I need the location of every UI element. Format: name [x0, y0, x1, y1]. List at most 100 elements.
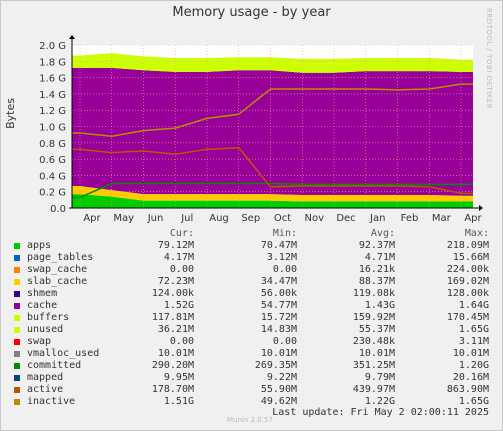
legend-avg-value: 16.21k — [358, 264, 395, 275]
y-tick-label: 0.8 G — [39, 139, 66, 150]
legend-min-value: 269.35M — [254, 360, 297, 371]
legend-series-name: apps — [27, 240, 52, 251]
legend-cur-value: 1.52G — [163, 300, 194, 311]
legend-row-cache: cache 1.52G 54.77M 1.43G 1.64G — [14, 300, 494, 312]
legend-swatch — [14, 255, 20, 261]
legend-avg-value: 4.71M — [364, 252, 395, 263]
legend-swatch — [14, 375, 20, 381]
legend-avg-value: 119.08k — [352, 288, 395, 299]
legend-avg-value: 1.22G — [364, 396, 395, 407]
x-axis-arrow — [479, 205, 483, 211]
legend-series-name: slab_cache — [27, 276, 88, 287]
legend-avg-value: 10.01M — [358, 348, 395, 359]
legend-row-unused: unused 36.21M 14.83M 55.37M 1.65G — [14, 324, 494, 336]
legend-series-name: committed — [27, 360, 82, 371]
x-tick-label: Aug — [209, 213, 229, 224]
legend-row-committed: committed 290.20M 269.35M 351.25M 1.20G — [14, 360, 494, 372]
legend-max-value: 20.16M — [452, 372, 489, 383]
legend-cur-value: 0.00 — [169, 264, 194, 275]
legend-cur-value: 9.95M — [163, 372, 194, 383]
rrdtool-watermark: RRDTOOL / TOBI OETIKER — [485, 8, 493, 110]
legend-swatch — [14, 303, 20, 309]
legend-column-header: Max: — [464, 228, 489, 239]
x-tick-label: Jan — [369, 213, 385, 224]
legend-header: Cur: Min: Avg: Max: — [14, 228, 494, 240]
legend-min-value: 34.47M — [260, 276, 297, 287]
legend-swatch — [14, 279, 20, 285]
legend-max-value: 224.00k — [446, 264, 489, 275]
legend-series-name: swap_cache — [27, 264, 88, 275]
legend-series-name: inactive — [27, 396, 76, 407]
munin-version: Munin 2.0.57 — [227, 416, 273, 424]
x-tick-label: Apr — [83, 213, 101, 224]
chart-title: Memory usage - by year — [172, 5, 331, 20]
legend-row-buffers: buffers 117.81M 15.72M 159.92M 170.45M — [14, 312, 494, 324]
legend-min-value: 55.90M — [260, 384, 297, 395]
legend-cur-value: 290.20M — [151, 360, 194, 371]
legend-series-name: shmem — [27, 288, 58, 299]
legend-column-header: Cur: — [169, 228, 194, 239]
area-cache — [72, 67, 473, 196]
x-tick-label: Sep — [241, 213, 260, 224]
area-buffers — [72, 59, 473, 73]
legend-avg-value: 351.25M — [352, 360, 395, 371]
y-tick-label: 1.8 G — [39, 57, 66, 68]
legend-table: Cur: Min: Avg: Max: apps 79.12M 70.47M 92.37M 21… — [14, 228, 494, 408]
legend-row-apps: apps 79.12M 70.47M 92.37M 218.09M — [14, 240, 494, 252]
legend-max-value: 1.65G — [458, 324, 489, 335]
legend-row-vmalloc-used: vmalloc_used 10.01M 10.01M 10.01M 10.01M — [14, 348, 494, 360]
legend-series-name: cache — [27, 300, 58, 311]
legend-cur-value: 79.12M — [157, 240, 194, 251]
y-tick-label: 1.6 G — [39, 74, 66, 85]
legend-min-value: 10.01M — [260, 348, 297, 359]
legend-row-active: active 178.70M 55.90M 439.97M 863.90M — [14, 384, 494, 396]
y-tick-label: 1.0 G — [39, 123, 66, 134]
legend-swatch — [14, 327, 20, 333]
legend-max-value: 169.02M — [446, 276, 489, 287]
legend-min-value: 70.47M — [260, 240, 297, 251]
area-slab-cache — [72, 185, 473, 202]
legend-row-inactive: inactive 1.51G 49.62M 1.22G 1.65G — [14, 396, 494, 408]
x-tick-label: May — [113, 213, 134, 224]
legend-min-value: 9.22M — [266, 372, 297, 383]
legend-swatch — [14, 315, 20, 321]
legend-swatch — [14, 363, 20, 369]
legend-min-value: 49.62M — [260, 396, 297, 407]
legend-cur-value: 0.00 — [169, 336, 194, 347]
legend-row-swap: swap 0.00 0.00 230.48k 3.11M — [14, 336, 494, 348]
line-active — [72, 146, 473, 195]
legend-cur-value: 4.17M — [163, 252, 194, 263]
line-inactive — [72, 83, 473, 138]
y-tick-label: 0.2 G — [39, 188, 66, 199]
x-tick-label: Dec — [336, 213, 355, 224]
legend-max-value: 3.11M — [458, 336, 489, 347]
legend-row-slab-cache: slab_cache 72.23M 34.47M 88.37M 169.02M — [14, 276, 494, 288]
legend-cur-value: 117.81M — [151, 312, 194, 323]
legend-avg-value: 159.92M — [352, 312, 395, 323]
legend-swatch — [14, 387, 20, 393]
legend-max-value: 128.00k — [446, 288, 489, 299]
legend-column-header: Min: — [272, 228, 297, 239]
y-tick-label: 1.4 G — [39, 90, 66, 101]
legend-avg-value: 92.37M — [358, 240, 395, 251]
y-tick-label: 1.2 G — [39, 106, 66, 117]
legend-cur-value: 178.70M — [151, 384, 194, 395]
legend-avg-value: 88.37M — [358, 276, 395, 287]
legend-max-value: 10.01M — [452, 348, 489, 359]
legend-row-page-tables: page_tables 4.17M 3.12M 4.71M 15.66M — [14, 252, 494, 264]
legend-max-value: 1.65G — [458, 396, 489, 407]
legend-cur-value: 36.21M — [157, 324, 194, 335]
legend-min-value: 14.83M — [260, 324, 297, 335]
y-tick-label: 0.4 G — [39, 171, 66, 182]
legend-swatch — [14, 267, 20, 273]
area-apps — [72, 194, 473, 208]
legend-avg-value: 230.48k — [352, 336, 395, 347]
legend-min-value: 56.00k — [260, 288, 297, 299]
line-committed — [72, 182, 473, 199]
legend-series-name: mapped — [27, 372, 64, 383]
legend-series-name: unused — [27, 324, 64, 335]
x-tick-label: Apr — [464, 213, 482, 224]
legend-swatch — [14, 291, 20, 297]
legend-avg-value: 439.97M — [352, 384, 395, 395]
